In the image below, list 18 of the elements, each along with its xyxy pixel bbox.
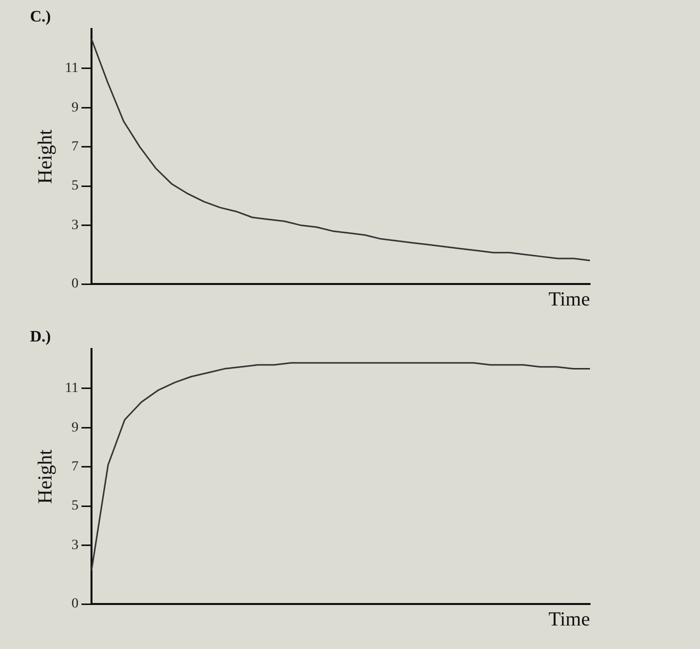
- chart-title: D.): [30, 328, 51, 346]
- x-axis-title: Time: [548, 288, 590, 310]
- y-tick-label: 0: [71, 596, 78, 612]
- chart-title: C.): [30, 8, 51, 26]
- y-tick-label: 7: [71, 139, 78, 154]
- y-tick-label: 11: [64, 61, 78, 76]
- y-tick-label: 11: [64, 381, 78, 396]
- y-axis-title: Height: [34, 128, 56, 184]
- y-tick-label: 3: [71, 538, 78, 553]
- y-tick-label: 5: [71, 178, 78, 194]
- y-tick-label: 3: [71, 218, 78, 233]
- y-tick-label: 7: [71, 459, 78, 474]
- y-axis-title: Height: [34, 448, 56, 504]
- y-tick-label: 5: [71, 498, 78, 514]
- y-tick-label: 9: [71, 100, 78, 116]
- y-tick-label: 9: [71, 420, 78, 436]
- y-tick-label: 0: [71, 276, 78, 292]
- x-axis-title: Time: [548, 608, 590, 630]
